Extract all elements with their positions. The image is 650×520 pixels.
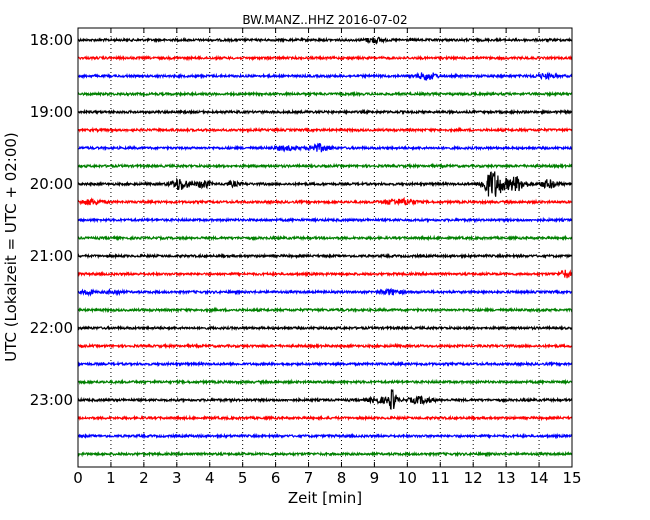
x-tick-label: 9: [370, 469, 380, 487]
x-tick-label: 10: [398, 469, 417, 487]
x-tick-label: 6: [271, 469, 281, 487]
x-tick-label: 0: [73, 469, 83, 487]
seismic-trace: [77, 360, 573, 368]
seismic-trace: [77, 414, 573, 422]
seismic-trace: [77, 36, 573, 45]
x-tick-label: 7: [304, 469, 314, 487]
seismic-trace: [77, 287, 573, 297]
y-axis-title: UTC (Lokalzeit = UTC + 02:00): [2, 132, 20, 362]
y-tick-label: 23:00: [30, 391, 73, 409]
y-tick-label: 22:00: [30, 319, 73, 337]
seismic-trace: [77, 196, 573, 207]
x-tick-label: 8: [337, 469, 347, 487]
seismic-trace: [77, 90, 573, 98]
seismic-trace: [77, 162, 573, 170]
y-tick-label: 19:00: [30, 103, 73, 121]
seismic-trace: [77, 306, 573, 314]
ticks: 0 1 2 3 4 5 6 7 8 9 10 11 12 13 14 1518:0019:0020:0021:…: [30, 28, 582, 487]
chart-title: BW.MANZ..HHZ 2016-07-02: [242, 13, 407, 27]
seismic-trace: [77, 252, 573, 260]
seismic-trace: [77, 126, 573, 134]
seismic-trace: [77, 450, 573, 458]
x-tick-label: 4: [205, 469, 215, 487]
traces: [77, 36, 573, 458]
x-tick-label: 2: [139, 469, 149, 487]
seismic-trace: [77, 389, 573, 410]
x-tick-label: 15: [562, 469, 581, 487]
seismic-trace: [77, 342, 573, 350]
seismic-trace: [77, 142, 573, 153]
x-tick-label: 13: [497, 469, 516, 487]
seismic-trace: [77, 171, 573, 197]
seismic-trace: [77, 269, 573, 279]
seismic-trace: [77, 216, 573, 224]
x-tick-label: 1: [106, 469, 116, 487]
y-tick-label: 18:00: [30, 31, 73, 49]
seismic-trace: [77, 108, 573, 116]
x-tick-label: 5: [238, 469, 248, 487]
x-axis-title: Zeit [min]: [288, 489, 362, 507]
seismic-trace: [77, 71, 573, 81]
x-tick-label: 11: [431, 469, 450, 487]
plot-frame: [77, 27, 573, 468]
seismic-trace: [77, 324, 573, 332]
x-tick-label: 3: [172, 469, 182, 487]
seismic-trace: [77, 378, 573, 386]
seismic-trace: [77, 234, 573, 242]
seismic-trace: [77, 432, 573, 440]
seismic-trace: [77, 54, 573, 62]
x-tick-label: 14: [530, 469, 549, 487]
x-tick-label: 12: [464, 469, 483, 487]
y-tick-label: 21:00: [30, 247, 73, 265]
y-tick-label: 20:00: [30, 175, 73, 193]
